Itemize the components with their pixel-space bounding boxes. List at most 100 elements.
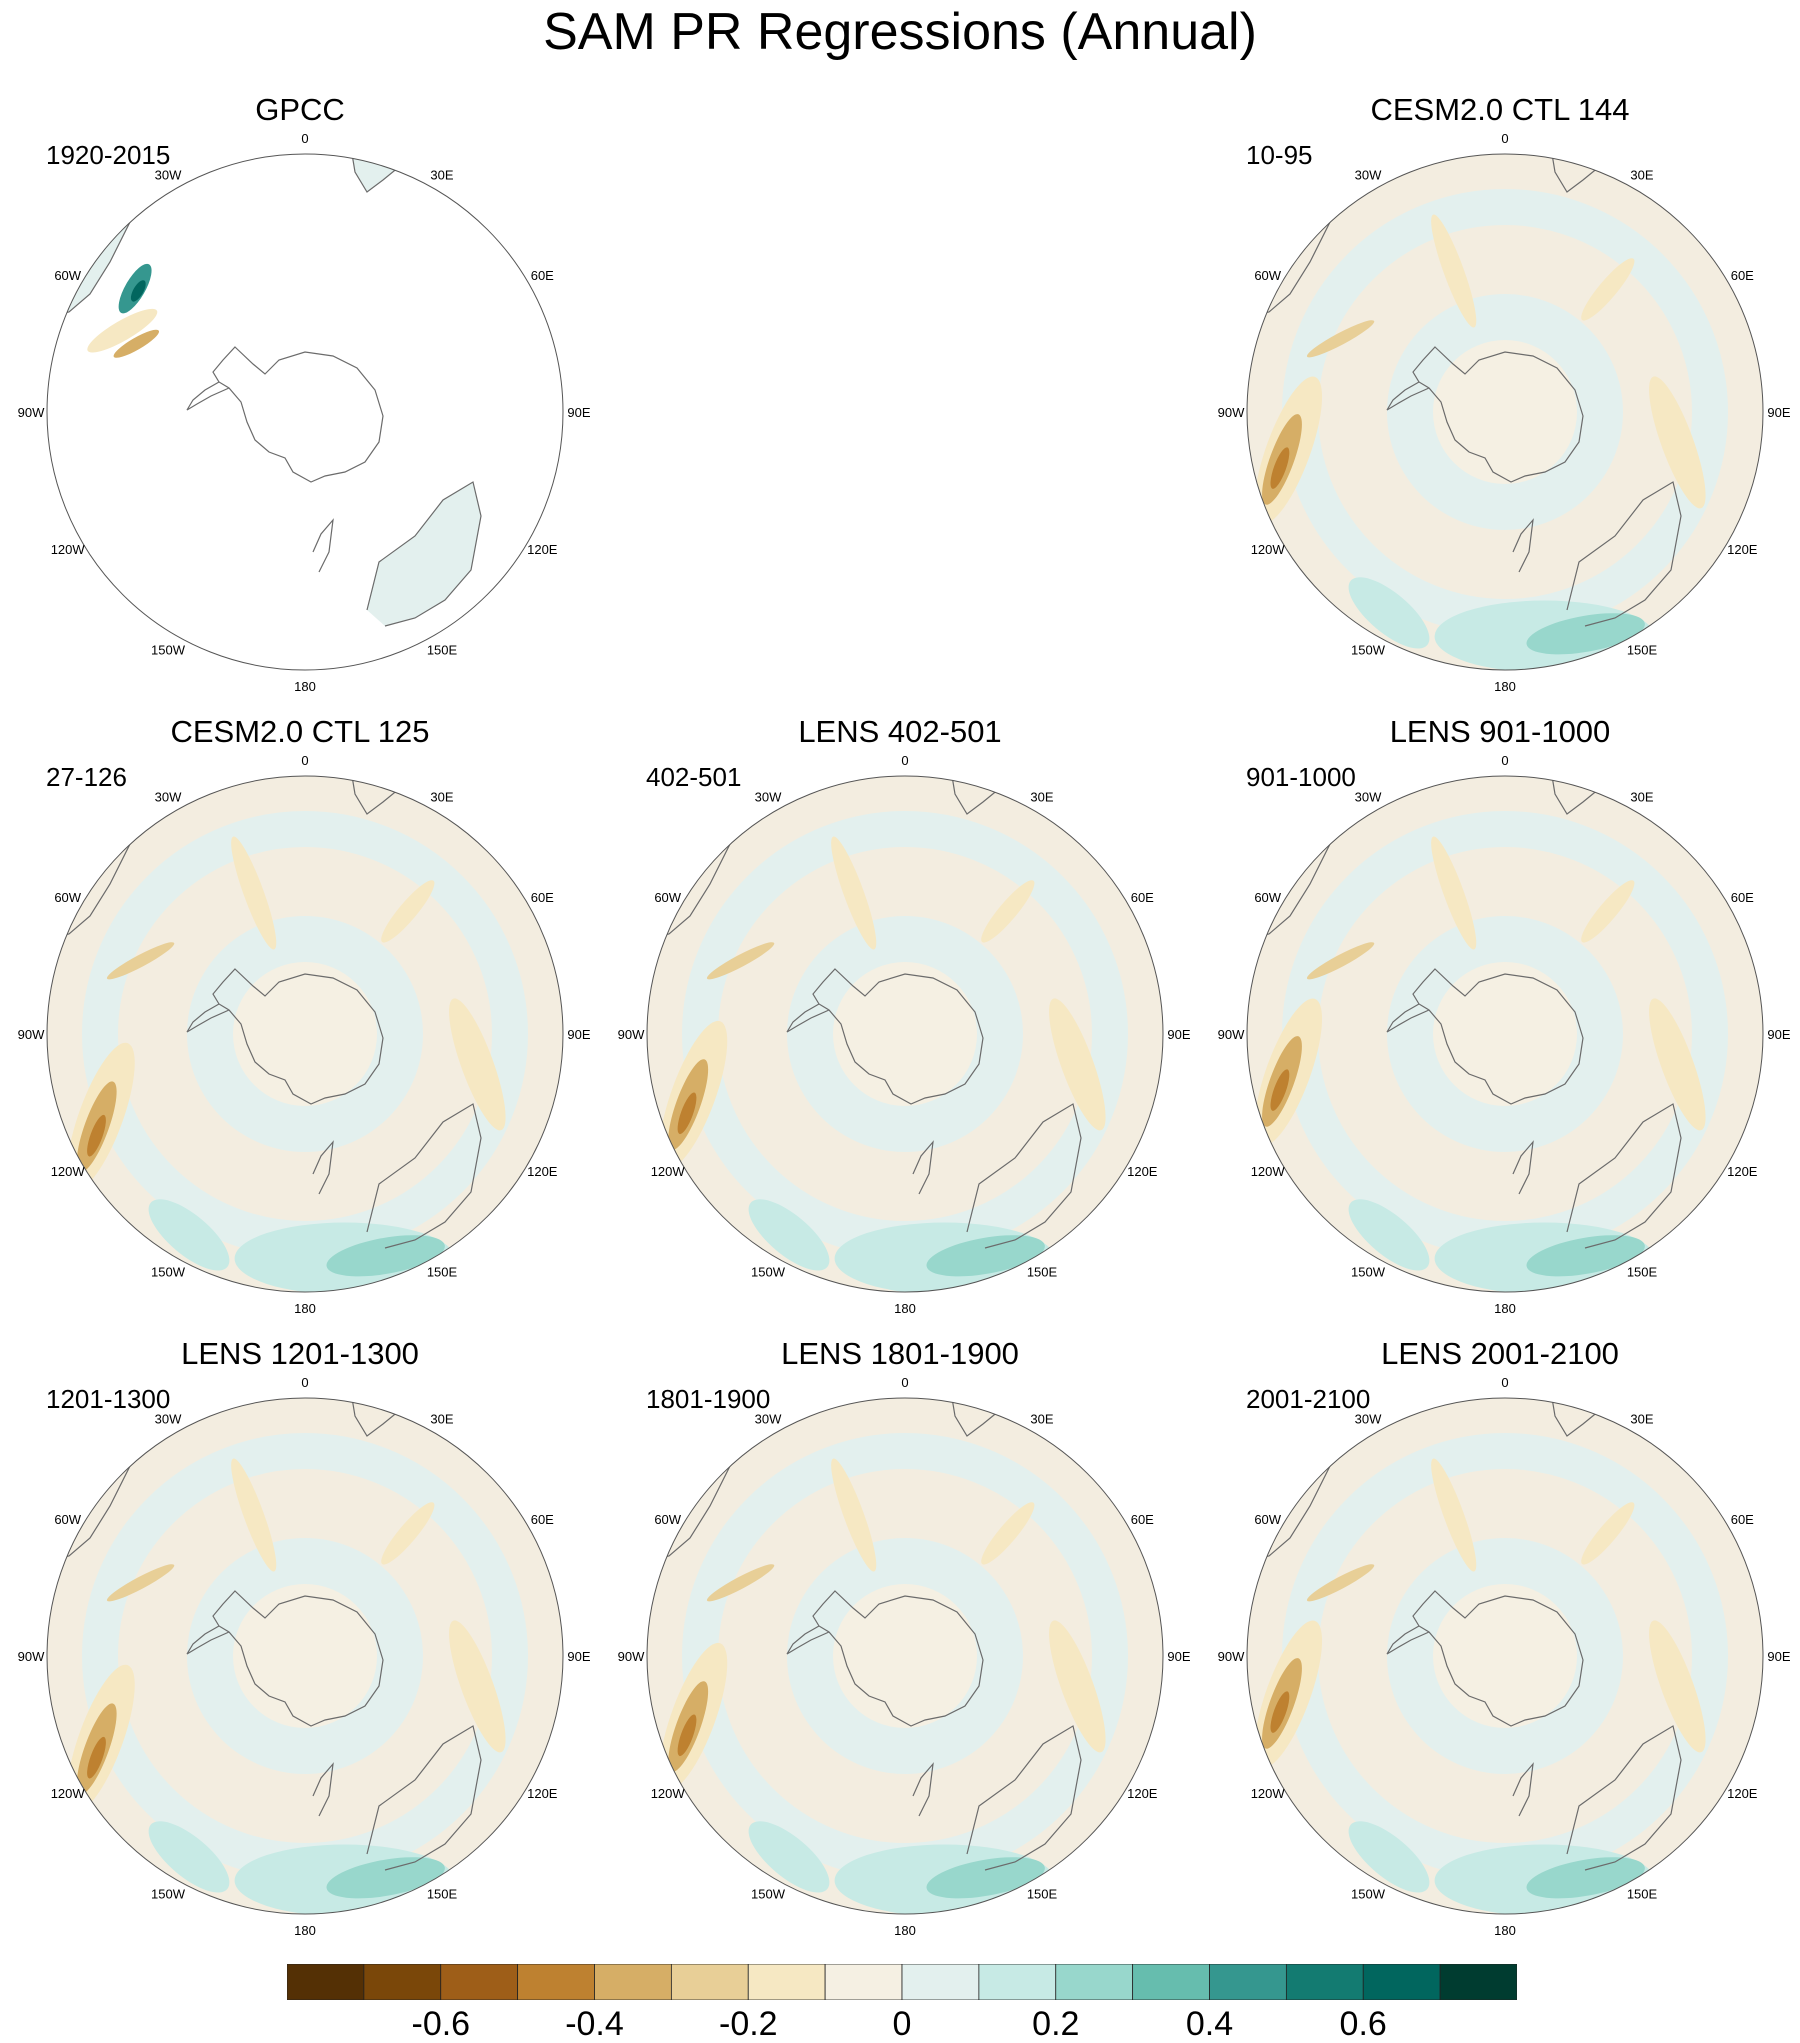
polar-map: 0 30E 60E 90E 120E 150E 180 150W 120W 90W 60W 30W (618, 1375, 1191, 1938)
contour-ring (233, 962, 377, 1106)
longitude-label: 60W (54, 1512, 81, 1527)
longitude-label: 90W (618, 1649, 645, 1664)
longitude-label: 60E (1731, 1512, 1754, 1527)
contour-patch (106, 1564, 175, 1602)
panel-period: 2001-2100 (1246, 1384, 1371, 1414)
map-boundary (646, 1397, 1164, 1915)
longitude-label: 150W (751, 1886, 786, 1901)
map-panel: LENS 1201-1300 1201-1300 0 30E 60E 90E 120E 150… (0, 1336, 600, 1956)
longitude-label: 30E (1630, 168, 1653, 183)
longitude-label: 150E (427, 1886, 458, 1901)
panel-period: 10-95 (1246, 140, 1313, 170)
contour-patch (381, 880, 435, 943)
contour-patch (1526, 1857, 1645, 1899)
longitude-label: 30E (430, 790, 453, 805)
longitude-label: 90W (1218, 405, 1245, 420)
contour-patch (706, 1564, 775, 1602)
longitude-label: 60W (54, 268, 81, 283)
contour-patch (148, 1821, 230, 1893)
contour-patch (1431, 214, 1477, 328)
longitude-label: 60W (1254, 890, 1281, 905)
colorbar-swatch (747, 1964, 826, 2000)
colorbar-tick-label: -0.4 (565, 2005, 624, 2043)
contour-patch (449, 1620, 506, 1753)
colorbar-swatch (901, 1964, 980, 2000)
colorbar-swatch (670, 1964, 749, 2000)
map-panel: CESM2.0 CTL 144 10-95 0 30E 60E 90E 120E 150E 18… (1200, 92, 1800, 712)
longitude-label: 150W (1351, 642, 1386, 657)
longitude-label: 150W (1351, 1264, 1386, 1279)
new-zealand-coastline (1512, 518, 1534, 573)
longitude-label: 60E (531, 1512, 554, 1527)
contour-patch (1581, 258, 1635, 321)
contour-patch (1348, 577, 1430, 649)
land-shading (367, 482, 481, 626)
longitude-label: 0 (1501, 753, 1508, 768)
contour-ring (1433, 1584, 1577, 1728)
longitude-label: 120W (1251, 1164, 1286, 1179)
australia-coastline (1566, 1725, 1682, 1871)
colorbar-tick-label: 0.6 (1339, 2005, 1387, 2043)
longitude-label: 30W (755, 790, 782, 805)
longitude-label: 30W (1355, 168, 1382, 183)
longitude-label: 150E (1027, 1886, 1058, 1901)
colorbar-tick-label: -0.2 (719, 2005, 778, 2043)
colorbar-tick-label: -0.6 (411, 2005, 471, 2043)
longitude-label: 90E (1767, 1027, 1790, 1042)
longitude-label: 180 (894, 1301, 916, 1316)
contour-patch (87, 1114, 106, 1157)
map-panel: LENS 402-501 402-501 0 30E 60E 90E 120E 150E 180… (600, 714, 1200, 1334)
longitude-label: 90W (1218, 1027, 1245, 1042)
contour-patch (677, 1092, 697, 1135)
longitude-label: 150E (427, 1264, 458, 1279)
contour-patch (326, 1857, 445, 1899)
longitude-label: 30E (430, 168, 453, 183)
longitude-label: 120E (527, 1164, 558, 1179)
panel-period: 901-1000 (1246, 762, 1356, 792)
longitude-label: 90W (618, 1027, 645, 1042)
longitude-label: 120E (1727, 1786, 1758, 1801)
new-zealand-coastline (912, 1762, 934, 1817)
longitude-label: 90E (567, 405, 590, 420)
contour-patch (1649, 376, 1706, 509)
longitude-label: 60E (1731, 890, 1754, 905)
panel-title: LENS 2001-2100 (1381, 1336, 1619, 1371)
contour-patch (706, 942, 775, 980)
colorbar-swatch (594, 1964, 672, 2000)
peninsula-coastline (186, 381, 230, 411)
contour-patch (449, 998, 506, 1131)
colorbar-tick-label: 0.2 (1032, 2005, 1080, 2043)
colorbar-swatch (440, 1964, 519, 2000)
polar-map: 0 30E 60E 90E 120E 150E 180 150W 120W 90W 60W 30W (18, 753, 591, 1316)
contour-patch (1526, 613, 1645, 655)
contour-patch (106, 942, 175, 980)
longitude-label: 30W (155, 168, 182, 183)
longitude-label: 150W (1351, 1886, 1386, 1901)
new-zealand-coastline (1512, 1762, 1534, 1817)
contour-patch (1049, 1620, 1106, 1753)
contour-ring (1433, 340, 1577, 484)
contour-patch (1270, 447, 1290, 489)
panel-title: GPCC (255, 92, 345, 127)
longitude-label: 0 (1501, 1375, 1508, 1390)
longitude-label: 120E (1727, 542, 1758, 557)
panel-period: 1201-1300 (46, 1384, 171, 1414)
longitude-label: 30W (155, 790, 182, 805)
contour-patch (1649, 998, 1706, 1131)
panel-title: LENS 1801-1900 (781, 1336, 1019, 1371)
panel-period: 402-501 (646, 762, 742, 792)
longitude-label: 120W (651, 1786, 686, 1801)
map-boundary (1246, 1397, 1764, 1915)
contour-patch (231, 836, 277, 950)
longitude-label: 90W (18, 405, 45, 420)
contour-patch (1306, 942, 1375, 980)
colorbar-tick-label: 0.4 (1185, 2005, 1234, 2043)
panel-period: 1801-1900 (646, 1384, 771, 1414)
new-zealand-coastline (312, 1762, 334, 1817)
australia-coastline (366, 481, 482, 627)
longitude-label: 150E (1627, 642, 1658, 657)
map-boundary (46, 153, 564, 671)
contour-patch (1348, 1821, 1430, 1893)
contour-patch (1348, 1199, 1430, 1271)
colorbar-swatch (1055, 1964, 1134, 2000)
